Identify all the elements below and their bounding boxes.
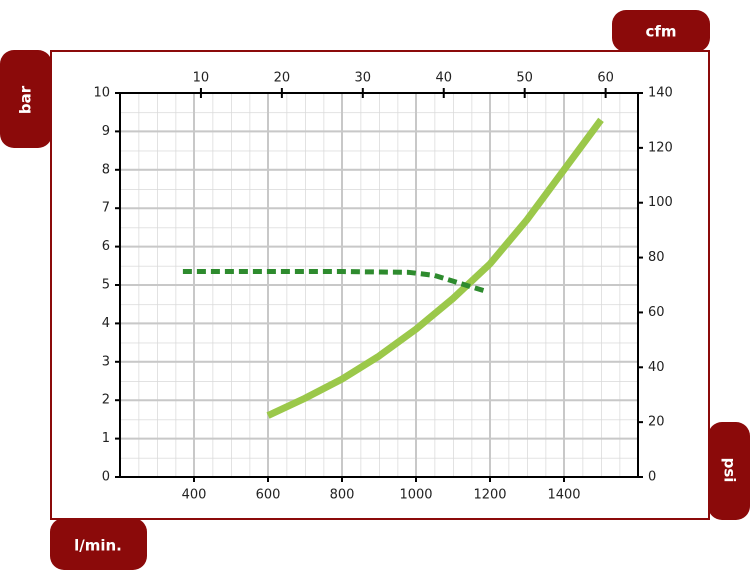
x2-tick-label: 60 [597,71,614,86]
y2-tick-label: 0 [648,470,656,485]
y-tick-label: 2 [102,393,110,408]
x2-tick-label: 20 [274,71,291,86]
y2-tick-label: 100 [648,195,673,210]
y-tick-label: 0 [102,470,110,485]
y-tick-label: 1 [102,431,110,446]
y2-tick-label: 40 [648,360,665,375]
x-axis-label: l/min. [74,537,122,555]
data-line [266,117,604,419]
x2-axis-label: cfm [645,23,676,41]
x-tick-label: 1200 [473,488,506,503]
y2-tick-label: 60 [648,305,665,320]
y-tick-label: 8 [102,162,110,177]
y2-axis-label: psi [721,458,739,483]
tab [708,422,750,520]
y-tick-label: 3 [102,354,110,369]
x2-tick-label: 50 [516,71,533,86]
y-tick-label: 6 [102,239,110,254]
data-line [182,269,486,294]
y2-tick-label: 140 [648,86,673,101]
x2-tick-label: 10 [193,71,210,86]
y2-tick-label: 80 [648,250,665,265]
tab [0,50,52,148]
plot-border [119,92,639,478]
x-tick-label: 800 [330,488,355,503]
y-tick-label: 5 [102,278,110,293]
y-tick-label: 9 [102,124,110,139]
y-tick-label: 7 [102,201,110,216]
x2-tick-label: 40 [435,71,452,86]
x-tick-label: 600 [256,488,281,503]
y2-tick-label: 120 [648,140,673,155]
x-tick-label: 1400 [547,488,580,503]
x-tick-label: 1000 [399,488,432,503]
x2-tick-label: 30 [355,71,372,86]
y-tick-label: 10 [93,86,110,101]
x-tick-label: 400 [182,488,207,503]
tab [50,518,147,570]
y-tick-label: 4 [102,316,110,331]
y2-tick-label: 20 [648,415,665,430]
y-axis-label: bar [17,85,35,114]
tab [612,10,710,52]
